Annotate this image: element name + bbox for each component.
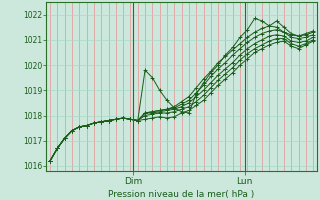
X-axis label: Pression niveau de la mer( hPa ): Pression niveau de la mer( hPa ) [108, 190, 255, 199]
